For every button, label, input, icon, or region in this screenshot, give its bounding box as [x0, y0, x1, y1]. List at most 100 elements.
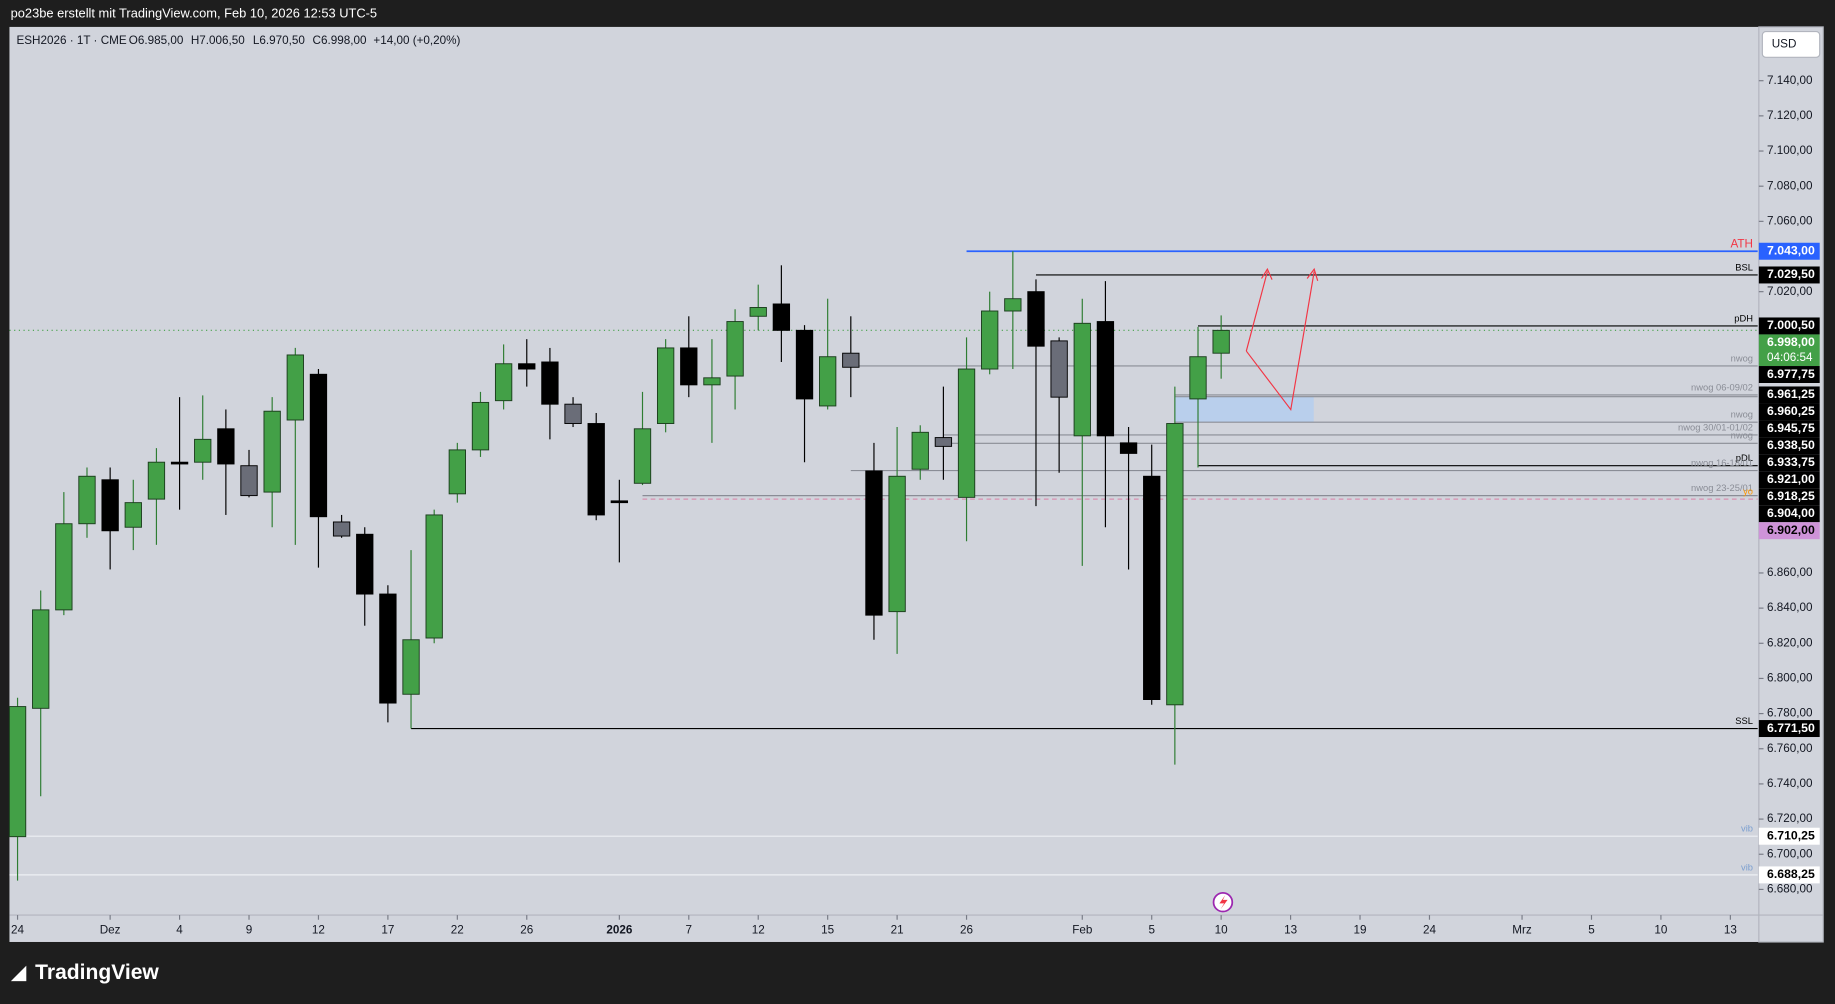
currency[interactable]: USD — [1772, 38, 1797, 51]
candle-body — [934, 437, 953, 447]
y-tick-label: 7.020,00 — [1767, 285, 1813, 298]
y-tick-label: 6.720,00 — [1767, 812, 1813, 825]
candle-body — [865, 470, 883, 616]
x-tick-label: Dez — [100, 923, 121, 936]
price-label-box — [1758, 437, 1820, 455]
candle-body — [448, 449, 466, 495]
price-label: 6.945,75 — [1767, 421, 1815, 435]
level-tag: yo — [1743, 487, 1753, 497]
candle-body — [240, 465, 258, 497]
price-label: 6.938,50 — [1767, 438, 1815, 452]
y-tick-label: 6.800,00 — [1767, 672, 1813, 685]
price-label-box — [1758, 403, 1820, 421]
price-label-box — [1758, 866, 1820, 884]
last-price-box — [1758, 334, 1820, 367]
countdown: 04:06:54 — [1767, 351, 1813, 364]
x-tick-label: 26 — [960, 923, 973, 936]
price-label: 6.902,00 — [1767, 523, 1815, 537]
price-label-box — [1758, 488, 1820, 506]
x-tick-label: 15 — [821, 923, 835, 936]
level-tag: SSL — [1735, 716, 1753, 726]
price-label-box — [1758, 505, 1820, 523]
price-label: 7.000,50 — [1767, 318, 1815, 332]
candle-body — [749, 307, 767, 317]
x-tick-label: 22 — [451, 923, 464, 936]
x-tick-label: 26 — [520, 923, 533, 936]
plot: 7.140,00 7.120,00 7.100,00 7.080,00 7.060,00… — [8, 74, 1813, 936]
candle-body — [957, 368, 976, 498]
price-label: 7.029,50 — [1767, 267, 1815, 281]
x-tick-label: 9 — [246, 923, 253, 936]
legend: ESH2026 · 1T · CME O6.985,00 H7.006,50 L… — [16, 34, 460, 47]
projection-arrows — [1245, 267, 1319, 411]
price-label: 6.921,00 — [1767, 472, 1815, 486]
candle-body — [1143, 475, 1161, 701]
y-tick-label: 6.840,00 — [1767, 601, 1813, 614]
level-tag: ATH — [1730, 237, 1753, 250]
price-label: 6.977,75 — [1767, 367, 1815, 381]
x-tick-label: 5 — [1148, 923, 1155, 936]
candle-body — [819, 356, 837, 407]
candle-body — [217, 428, 235, 465]
brand-logo: ◢ — [11, 962, 27, 983]
x-tick-label: 12 — [312, 923, 325, 936]
x-tick-label: 10 — [1215, 923, 1229, 936]
candle-body — [55, 523, 73, 611]
price-label-box — [1758, 454, 1820, 472]
chart-panel — [9, 26, 1824, 942]
candle-body — [1027, 291, 1045, 347]
legend-symbol: ESH2026 · 1T · CME — [16, 34, 126, 47]
candle-body — [101, 479, 119, 532]
y-tick-label: 6.780,00 — [1767, 707, 1813, 720]
arrow-head — [1261, 267, 1273, 280]
level-tag: nwog — [1731, 431, 1753, 441]
x-tick-label: 7 — [686, 923, 693, 936]
price-label-box — [1758, 386, 1820, 404]
level-tag: nwog 23-25/01 — [1691, 483, 1753, 493]
legend-open: O6.985,00 — [129, 34, 184, 47]
price-label-box — [1758, 720, 1820, 738]
y-tick-label: 7.140,00 — [1767, 74, 1813, 87]
x-tick-label: 10 — [1654, 923, 1668, 936]
level-tag: nwog 06-09/02 — [1691, 382, 1753, 392]
level-tag: vib — [1741, 862, 1753, 872]
legend-high: H7.006,50 — [191, 34, 245, 47]
currency-button[interactable] — [1761, 31, 1821, 58]
price-label: 6.918,25 — [1767, 489, 1815, 503]
candle-body — [263, 410, 281, 493]
candle-body — [1166, 423, 1184, 706]
candle-body — [795, 329, 814, 400]
x-tick-label: 2026 — [606, 923, 633, 936]
candle-body — [8, 706, 27, 838]
candle-body — [1189, 356, 1207, 400]
x-tick-label: Mrz — [1512, 923, 1532, 936]
y-tick-label: 7.100,00 — [1767, 144, 1813, 157]
x-tick-label: 13 — [1724, 923, 1737, 936]
y-tick-label: 6.760,00 — [1767, 742, 1813, 755]
candle-body — [1119, 442, 1138, 454]
candle-body — [610, 500, 629, 504]
price-label-box — [1758, 242, 1820, 260]
level-tag: pDH — [1734, 313, 1753, 323]
arrow — [1245, 271, 1268, 352]
candle-body — [911, 431, 929, 470]
x-tick-label: 4 — [176, 923, 183, 936]
candle-body — [1073, 322, 1091, 437]
level-tag: nwog — [1731, 353, 1753, 363]
level-tag: pDL — [1736, 453, 1753, 463]
y-tick-label: 6.860,00 — [1767, 566, 1813, 579]
candle-body — [379, 593, 397, 704]
level-tag: BSL — [1735, 262, 1753, 272]
legend-low: L6.970,50 — [253, 34, 305, 47]
arrow — [1245, 271, 1315, 411]
y-tick-label: 6.700,00 — [1767, 847, 1813, 860]
y-tick-label: 6.680,00 — [1767, 882, 1813, 895]
candle-body — [332, 521, 351, 537]
candle-body — [309, 373, 328, 518]
y-tick-label: 7.080,00 — [1767, 179, 1813, 192]
y-tick-label: 6.820,00 — [1767, 636, 1813, 649]
price-label: 6.688,25 — [1767, 867, 1815, 881]
price-label-box — [1758, 266, 1820, 284]
brand: TradingView — [35, 961, 159, 984]
candle-body — [680, 347, 698, 386]
